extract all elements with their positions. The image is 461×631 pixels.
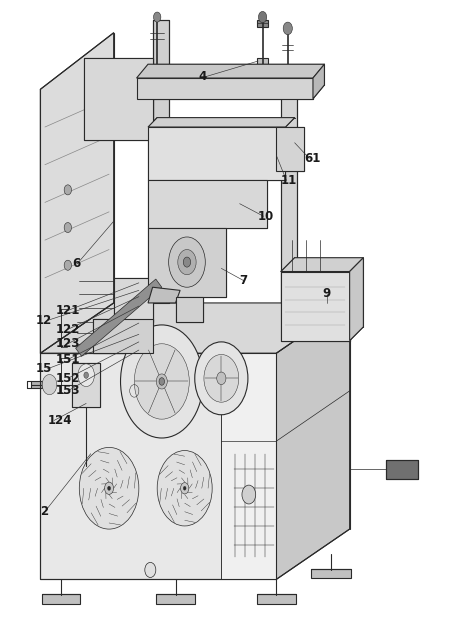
Polygon shape (72, 363, 100, 406)
Circle shape (64, 260, 71, 270)
Polygon shape (136, 78, 313, 99)
Circle shape (153, 189, 157, 195)
Circle shape (64, 223, 71, 233)
Polygon shape (148, 228, 226, 297)
Polygon shape (276, 303, 349, 579)
Circle shape (283, 22, 292, 35)
Circle shape (217, 372, 226, 385)
Polygon shape (276, 127, 304, 171)
Polygon shape (153, 20, 169, 303)
Polygon shape (257, 58, 268, 68)
Polygon shape (41, 353, 276, 579)
Circle shape (242, 485, 256, 504)
Circle shape (120, 325, 203, 438)
Polygon shape (349, 257, 363, 341)
Polygon shape (281, 271, 349, 341)
Text: 153: 153 (55, 384, 80, 398)
Polygon shape (114, 278, 153, 322)
Circle shape (155, 151, 160, 157)
Polygon shape (148, 180, 267, 228)
Polygon shape (41, 303, 349, 353)
Circle shape (164, 151, 169, 157)
Polygon shape (281, 257, 363, 271)
Polygon shape (313, 64, 325, 99)
Circle shape (178, 249, 196, 274)
Text: 124: 124 (47, 414, 72, 427)
Circle shape (153, 214, 157, 220)
Circle shape (157, 451, 212, 526)
Circle shape (90, 110, 96, 118)
Circle shape (256, 214, 260, 220)
Polygon shape (257, 594, 296, 604)
Text: 12: 12 (36, 314, 52, 327)
Text: 7: 7 (240, 274, 248, 288)
Circle shape (162, 214, 166, 220)
Circle shape (141, 110, 146, 118)
Text: 152: 152 (55, 372, 80, 385)
Text: 6: 6 (72, 257, 81, 271)
Text: 123: 123 (55, 338, 80, 350)
Polygon shape (311, 569, 351, 578)
Polygon shape (386, 460, 419, 479)
Circle shape (169, 237, 205, 287)
Circle shape (259, 11, 267, 23)
Text: 11: 11 (281, 174, 297, 187)
Circle shape (159, 378, 165, 386)
Polygon shape (221, 353, 276, 579)
Text: 15: 15 (36, 362, 52, 375)
Circle shape (134, 344, 189, 419)
Text: 10: 10 (258, 209, 274, 223)
Circle shape (195, 342, 248, 415)
Polygon shape (76, 279, 162, 357)
Circle shape (256, 189, 260, 195)
Polygon shape (136, 64, 325, 78)
Text: 122: 122 (55, 323, 80, 336)
Text: 2: 2 (41, 505, 48, 518)
Circle shape (156, 374, 167, 389)
Polygon shape (176, 297, 203, 322)
Polygon shape (84, 58, 153, 139)
Circle shape (84, 372, 89, 379)
Text: 4: 4 (198, 70, 207, 83)
Circle shape (181, 483, 189, 494)
Circle shape (274, 151, 278, 157)
Polygon shape (281, 77, 297, 303)
Circle shape (42, 375, 57, 394)
Polygon shape (152, 61, 163, 71)
Circle shape (265, 151, 269, 157)
Circle shape (64, 185, 71, 195)
Polygon shape (156, 594, 195, 604)
Text: 151: 151 (55, 353, 80, 366)
Circle shape (244, 189, 249, 195)
Circle shape (78, 364, 95, 387)
Circle shape (90, 73, 96, 81)
Circle shape (173, 151, 178, 157)
Circle shape (105, 482, 113, 494)
Polygon shape (31, 381, 41, 388)
Polygon shape (41, 33, 114, 353)
Circle shape (154, 12, 161, 22)
Text: 9: 9 (322, 287, 331, 300)
Circle shape (244, 214, 249, 220)
Polygon shape (257, 20, 268, 27)
Circle shape (162, 189, 166, 195)
Polygon shape (93, 319, 153, 353)
Circle shape (107, 487, 111, 490)
Circle shape (79, 447, 139, 529)
Circle shape (204, 355, 239, 402)
Circle shape (145, 562, 156, 577)
Polygon shape (41, 594, 80, 604)
Text: 61: 61 (304, 152, 320, 165)
Polygon shape (148, 117, 295, 127)
Polygon shape (148, 287, 180, 303)
Circle shape (141, 73, 146, 81)
Polygon shape (148, 127, 285, 180)
Circle shape (183, 487, 186, 490)
Text: 121: 121 (55, 304, 80, 317)
Circle shape (183, 257, 191, 267)
